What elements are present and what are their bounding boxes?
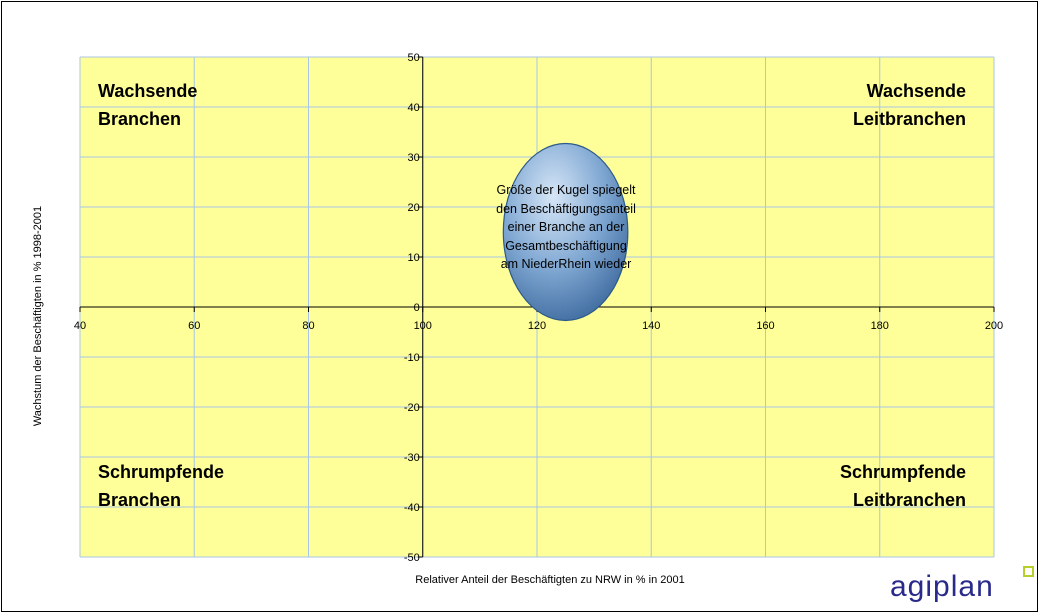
x-tick-label: 140 <box>642 320 660 332</box>
x-tick-label: 120 <box>528 320 546 332</box>
y-tick-label: 20 <box>408 202 420 214</box>
bubble-annotation-line: am NiederRhein wieder <box>500 257 632 271</box>
quadrant-label-bottom-right: Schrumpfende Leitbranchen <box>840 458 966 514</box>
x-tick-label: 200 <box>985 320 1003 332</box>
y-tick-label: -20 <box>404 402 420 414</box>
bubble-annotation-line: einer Branche an der <box>507 220 625 234</box>
quadrant-label-line: Branchen <box>98 490 182 510</box>
bubble-annotation: Größe der Kugel spiegelt den Beschäftigu… <box>466 181 666 274</box>
y-tick-label: -10 <box>404 352 420 364</box>
quadrant-label-line: Leitbranchen <box>852 490 966 510</box>
y-tick-label: 40 <box>408 102 420 114</box>
y-tick-label: 0 <box>414 302 420 314</box>
x-tick-label: 100 <box>414 320 432 332</box>
bubble-annotation-line: den Beschäftigungsanteil <box>496 201 636 216</box>
quadrant-label-line: Leitbranchen <box>852 109 966 129</box>
y-axis-label: Wachstum der Beschäftigten in % 1998-200… <box>32 205 44 427</box>
x-tick-label: 60 <box>188 320 200 332</box>
bubble-point <box>502 142 629 322</box>
x-axis-label: Relativer Anteil der Beschäftigten zu NR… <box>415 574 685 586</box>
quadrant-label-line: Branchen <box>98 109 182 129</box>
bubble-annotation-line: Gesamtbeschäftigung <box>505 238 627 253</box>
x-tick-label: 160 <box>756 320 774 332</box>
quadrant-label-line: Schrumpfende <box>839 462 966 482</box>
quadrant-label-top-right: Wachsende Leitbranchen <box>853 77 966 133</box>
x-tick-label: 80 <box>302 320 314 332</box>
bubble-annotation-line: Größe der Kugel spiegelt <box>496 183 636 197</box>
quadrant-label-bottom-left: Schrumpfende Branchen <box>98 458 224 514</box>
y-tick-label: 10 <box>408 252 420 264</box>
quadrant-label-line: Wachsende <box>866 81 966 101</box>
quadrant-label-top-left: Wachsende Branchen <box>98 77 197 133</box>
quadrant-label-line: Wachsende <box>98 81 198 101</box>
logo-square-icon <box>1023 566 1034 577</box>
y-tick-label: 50 <box>408 52 420 64</box>
data-points <box>502 142 629 322</box>
y-tick-label: 30 <box>408 152 420 164</box>
x-tick-labels: 40 60 80 100 120 140 160 180 200 <box>74 320 1003 332</box>
quadrant-label-line: Schrumpfende <box>98 462 225 482</box>
x-tick-label: 40 <box>74 320 86 332</box>
y-tick-label: -30 <box>404 452 420 464</box>
agiplan-logo: agiplan <box>890 570 994 603</box>
x-tick-label: 180 <box>871 320 889 332</box>
y-tick-label: -50 <box>404 552 420 564</box>
y-tick-labels: 50 40 30 20 10 0 -10 -20 -30 -40 -50 <box>404 52 420 564</box>
y-tick-label: -40 <box>404 502 420 514</box>
